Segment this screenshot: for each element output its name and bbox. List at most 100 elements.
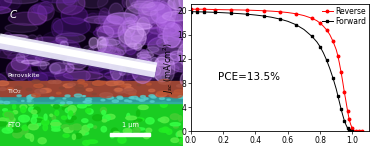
- Reverse: [192, 8, 197, 10]
- Ellipse shape: [132, 30, 144, 44]
- Ellipse shape: [115, 89, 126, 93]
- Ellipse shape: [126, 116, 136, 120]
- Ellipse shape: [83, 101, 86, 103]
- Ellipse shape: [84, 101, 91, 103]
- Ellipse shape: [143, 133, 150, 139]
- Ellipse shape: [119, 67, 125, 75]
- Ellipse shape: [146, 118, 154, 124]
- Ellipse shape: [63, 98, 66, 99]
- Ellipse shape: [101, 81, 107, 84]
- Ellipse shape: [92, 93, 96, 95]
- Ellipse shape: [128, 101, 132, 102]
- Ellipse shape: [63, 134, 69, 137]
- Forward: [261, 15, 266, 17]
- Ellipse shape: [67, 102, 72, 104]
- Ellipse shape: [20, 128, 28, 134]
- Ellipse shape: [185, 56, 216, 70]
- Ellipse shape: [173, 0, 186, 13]
- Ellipse shape: [128, 23, 152, 29]
- Ellipse shape: [64, 71, 103, 80]
- Ellipse shape: [166, 26, 200, 44]
- Ellipse shape: [91, 82, 101, 86]
- Ellipse shape: [52, 129, 60, 131]
- Ellipse shape: [72, 134, 76, 140]
- Ellipse shape: [27, 35, 38, 46]
- Ellipse shape: [5, 24, 38, 32]
- Ellipse shape: [162, 127, 169, 132]
- Forward: [344, 124, 348, 126]
- Legend: Reverse, Forward: Reverse, Forward: [321, 6, 367, 27]
- Ellipse shape: [100, 22, 123, 34]
- Ellipse shape: [104, 16, 125, 37]
- Ellipse shape: [122, 70, 131, 75]
- Ellipse shape: [34, 107, 40, 113]
- Forward: [195, 11, 200, 13]
- Ellipse shape: [101, 99, 105, 101]
- Ellipse shape: [50, 62, 67, 74]
- Ellipse shape: [55, 111, 59, 115]
- Reverse: [346, 114, 351, 116]
- Ellipse shape: [83, 140, 90, 145]
- Ellipse shape: [137, 17, 150, 35]
- Ellipse shape: [150, 101, 154, 102]
- Ellipse shape: [74, 94, 82, 97]
- Ellipse shape: [30, 121, 37, 124]
- Ellipse shape: [174, 90, 184, 94]
- Ellipse shape: [97, 37, 108, 46]
- Ellipse shape: [148, 65, 161, 76]
- Ellipse shape: [32, 93, 40, 97]
- Ellipse shape: [163, 61, 189, 83]
- Ellipse shape: [54, 101, 65, 106]
- Ellipse shape: [156, 39, 168, 47]
- Ellipse shape: [174, 125, 178, 128]
- Ellipse shape: [33, 2, 53, 14]
- Ellipse shape: [158, 33, 186, 39]
- Ellipse shape: [13, 111, 18, 114]
- Ellipse shape: [28, 100, 34, 106]
- Ellipse shape: [75, 133, 82, 138]
- Ellipse shape: [67, 50, 88, 70]
- Forward: [318, 46, 322, 48]
- Ellipse shape: [103, 38, 129, 47]
- Ellipse shape: [37, 119, 41, 126]
- Ellipse shape: [78, 80, 84, 82]
- Reverse: [294, 13, 298, 15]
- Ellipse shape: [179, 0, 189, 8]
- Ellipse shape: [134, 0, 158, 12]
- Ellipse shape: [22, 60, 39, 64]
- Reverse: [350, 127, 355, 129]
- Ellipse shape: [86, 88, 93, 91]
- Ellipse shape: [51, 124, 60, 130]
- Ellipse shape: [153, 0, 175, 10]
- Ellipse shape: [179, 142, 187, 144]
- Ellipse shape: [85, 98, 91, 101]
- Forward: [237, 13, 242, 14]
- Ellipse shape: [74, 85, 84, 88]
- Ellipse shape: [20, 69, 36, 82]
- Ellipse shape: [169, 0, 180, 15]
- Ellipse shape: [69, 111, 73, 116]
- Ellipse shape: [99, 39, 120, 46]
- Ellipse shape: [99, 8, 110, 27]
- Reverse: [253, 9, 258, 11]
- Reverse: [318, 22, 322, 24]
- Ellipse shape: [102, 43, 113, 54]
- Ellipse shape: [16, 53, 25, 63]
- Forward: [321, 52, 325, 54]
- Ellipse shape: [193, 60, 205, 72]
- Ellipse shape: [94, 16, 126, 25]
- Ellipse shape: [56, 100, 63, 106]
- Forward: [205, 11, 209, 13]
- Reverse: [344, 100, 348, 102]
- Ellipse shape: [147, 83, 151, 85]
- Ellipse shape: [169, 20, 205, 30]
- Ellipse shape: [0, 0, 12, 11]
- Ellipse shape: [96, 53, 120, 61]
- Reverse: [327, 34, 332, 35]
- Ellipse shape: [121, 85, 125, 87]
- Line: Reverse: Reverse: [190, 8, 365, 133]
- Ellipse shape: [60, 102, 65, 104]
- Ellipse shape: [127, 113, 130, 120]
- Ellipse shape: [160, 117, 169, 123]
- Forward: [334, 88, 339, 90]
